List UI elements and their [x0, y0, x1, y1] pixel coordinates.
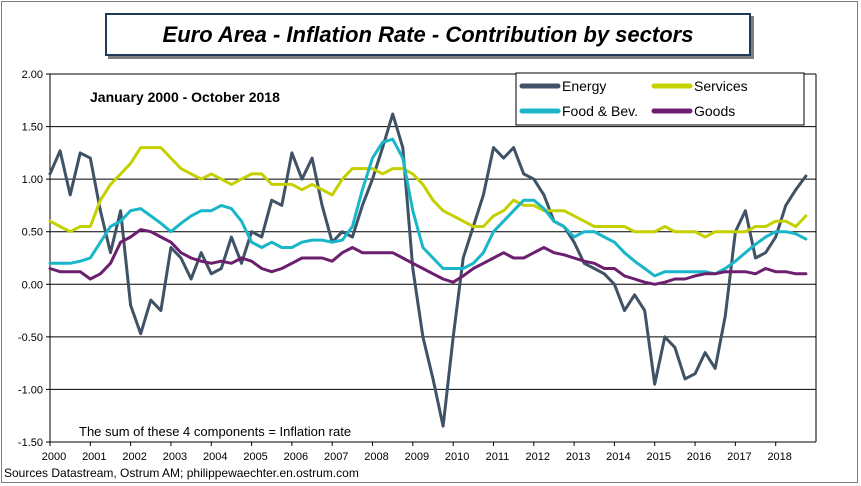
y-tick-label: 1.50 — [22, 122, 43, 134]
x-tick-label: 2017 — [727, 451, 751, 463]
series-line-energy — [48, 112, 808, 428]
x-tick-label: 2004 — [203, 451, 227, 463]
series-line-food-bev — [48, 137, 808, 278]
x-tick-label: 2007 — [324, 451, 348, 463]
x-tick-label: 2003 — [163, 451, 187, 463]
x-tick-label: 2009 — [405, 451, 429, 463]
x-tick-label: 2010 — [445, 451, 469, 463]
x-tick-labels: 2000 2001 2002 2003 2004 2005 2006 2007 2008 2009… — [42, 451, 792, 463]
x-tick-label: 2015 — [646, 451, 670, 463]
y-tick-label: -1.00 — [18, 384, 43, 396]
x-tick-label: 2011 — [486, 451, 510, 463]
y-tick-label: -1.50 — [18, 437, 43, 449]
x-tick-label: 2001 — [82, 451, 106, 463]
series-line-services — [48, 146, 808, 239]
series-line-goods — [48, 228, 808, 286]
x-tick-label: 2000 — [42, 451, 66, 463]
x-tick-label: 2006 — [284, 451, 308, 463]
legend-label-goods: Goods — [694, 103, 735, 119]
legend-label-energy: Energy — [562, 78, 606, 94]
x-tick-label: 2002 — [122, 451, 146, 463]
chart-annotation: The sum of these 4 components = Inflatio… — [79, 424, 351, 439]
legend-label-food-bev: Food & Bev. — [562, 103, 638, 119]
x-tick-label: 2013 — [566, 451, 590, 463]
chart-subtitle: January 2000 - October 2018 — [90, 89, 280, 105]
y-tick-label: 1.00 — [22, 174, 43, 186]
x-tick-label: 2008 — [364, 451, 388, 463]
legend: Energy Services Food & Bev. Goods — [515, 72, 805, 126]
axes — [46, 73, 817, 446]
y-tick-label: -0.50 — [18, 332, 43, 344]
y-tick-label: 0.50 — [22, 227, 43, 239]
x-tick-label: 2016 — [687, 451, 711, 463]
x-tick-label: 2012 — [526, 451, 550, 463]
legend-label-services: Services — [694, 78, 748, 94]
chart-title: Euro Area - Inflation Rate - Contributio… — [105, 13, 751, 56]
x-tick-label: 2014 — [606, 451, 630, 463]
y-tick-label: 2.00 — [22, 69, 43, 81]
series-lines — [48, 112, 808, 428]
x-tick-label: 2018 — [767, 451, 791, 463]
y-tick-labels: 2.00 1.50 1.00 0.50 0.00 -0.50 -1.00 -1.50 — [18, 69, 43, 449]
legend-box — [515, 72, 805, 126]
source-note: Sources Datastream, Ostrum AM; philippew… — [4, 466, 359, 480]
x-tick-label: 2005 — [243, 451, 267, 463]
y-tick-label: 0.00 — [22, 279, 43, 291]
